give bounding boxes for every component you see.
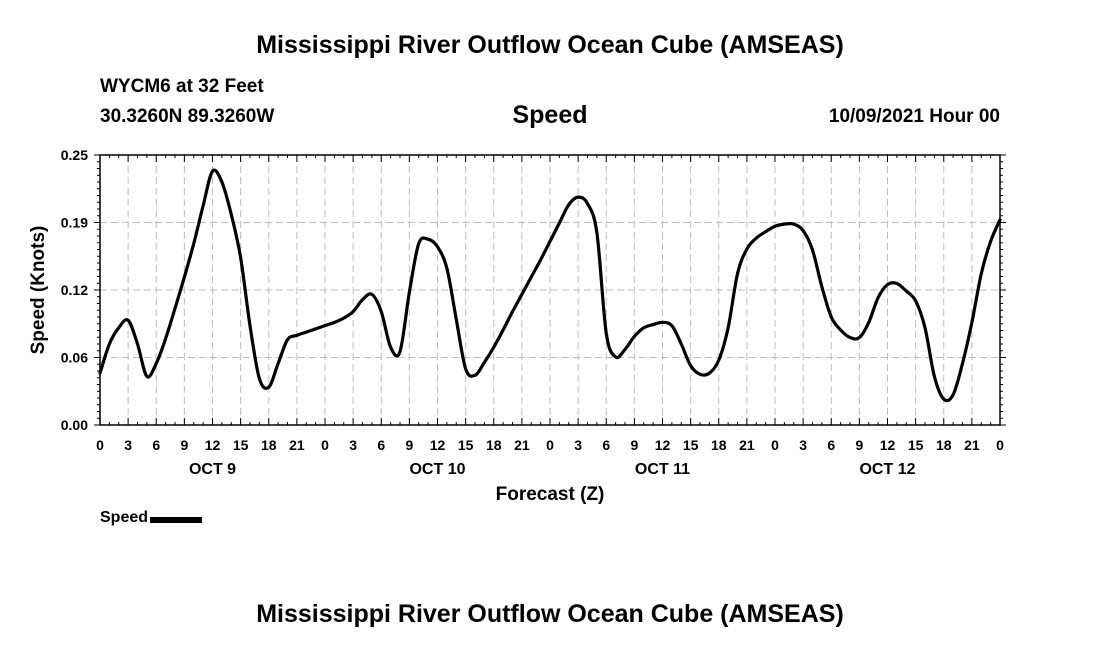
y-tick-label: 0.19 xyxy=(61,215,88,231)
page-title-bottom: Mississippi River Outflow Ocean Cube (AM… xyxy=(256,600,844,628)
x-tick-label: 3 xyxy=(349,437,357,453)
x-tick-label: 21 xyxy=(289,437,305,453)
legend-line-swatch xyxy=(150,516,203,523)
x-tick-label: 0 xyxy=(771,437,779,453)
x-tick-label: 9 xyxy=(630,437,638,453)
legend-label: Speed xyxy=(100,509,149,526)
x-tick-label: 6 xyxy=(377,437,385,453)
legend: Speed xyxy=(100,509,203,527)
day-label: OCT 10 xyxy=(409,461,465,478)
x-tick-label: 18 xyxy=(486,437,502,453)
x-tick-label: 0 xyxy=(546,437,554,453)
x-tick-label: 21 xyxy=(964,437,980,453)
y-tick-label: 0.12 xyxy=(61,282,88,298)
forecast-datetime: 10/09/2021 Hour 00 xyxy=(828,106,1000,127)
x-tick-label: 15 xyxy=(233,437,249,453)
y-tick-label: 0.25 xyxy=(61,147,88,163)
y-axis-title: Speed (Knots) xyxy=(28,226,49,355)
x-tick-label: 6 xyxy=(602,437,610,453)
y-tick-label: 0.06 xyxy=(61,350,88,366)
x-tick-label: 9 xyxy=(405,437,413,453)
x-tick-label: 15 xyxy=(458,437,474,453)
x-tick-label: 12 xyxy=(880,437,896,453)
x-tick-label: 18 xyxy=(711,437,727,453)
x-tick-label: 0 xyxy=(321,437,329,453)
x-tick-label: 12 xyxy=(655,437,671,453)
x-tick-label: 9 xyxy=(180,437,188,453)
day-label: OCT 11 xyxy=(635,461,690,478)
x-tick-label: 15 xyxy=(683,437,699,453)
x-tick-label: 3 xyxy=(799,437,807,453)
speed-series-line xyxy=(98,168,1002,403)
y-tick-label: 0.00 xyxy=(61,417,88,433)
x-tick-label: 21 xyxy=(514,437,530,453)
station-label: WYCM6 at 32 Feet xyxy=(100,76,264,97)
day-label: OCT 12 xyxy=(859,461,915,478)
x-tick-label: 3 xyxy=(124,437,132,453)
x-tick-label: 12 xyxy=(205,437,221,453)
day-label: OCT 9 xyxy=(189,461,236,478)
x-tick-label: 3 xyxy=(574,437,582,453)
coordinates-label: 30.3260N 89.3260W xyxy=(100,106,275,127)
x-axis-title: Forecast (Z) xyxy=(496,484,605,505)
x-tick-label: 12 xyxy=(430,437,446,453)
variable-title: Speed xyxy=(512,101,588,129)
x-tick-label: 18 xyxy=(936,437,952,453)
x-tick-label: 0 xyxy=(96,437,104,453)
page-title: Mississippi River Outflow Ocean Cube (AM… xyxy=(256,31,844,59)
x-tick-label: 6 xyxy=(152,437,160,453)
x-tick-label: 9 xyxy=(855,437,863,453)
x-tick-label: 0 xyxy=(996,437,1004,453)
x-tick-label: 6 xyxy=(827,437,835,453)
x-tick-label: 18 xyxy=(261,437,277,453)
x-tick-label: 21 xyxy=(739,437,755,453)
x-tick-label: 15 xyxy=(908,437,924,453)
